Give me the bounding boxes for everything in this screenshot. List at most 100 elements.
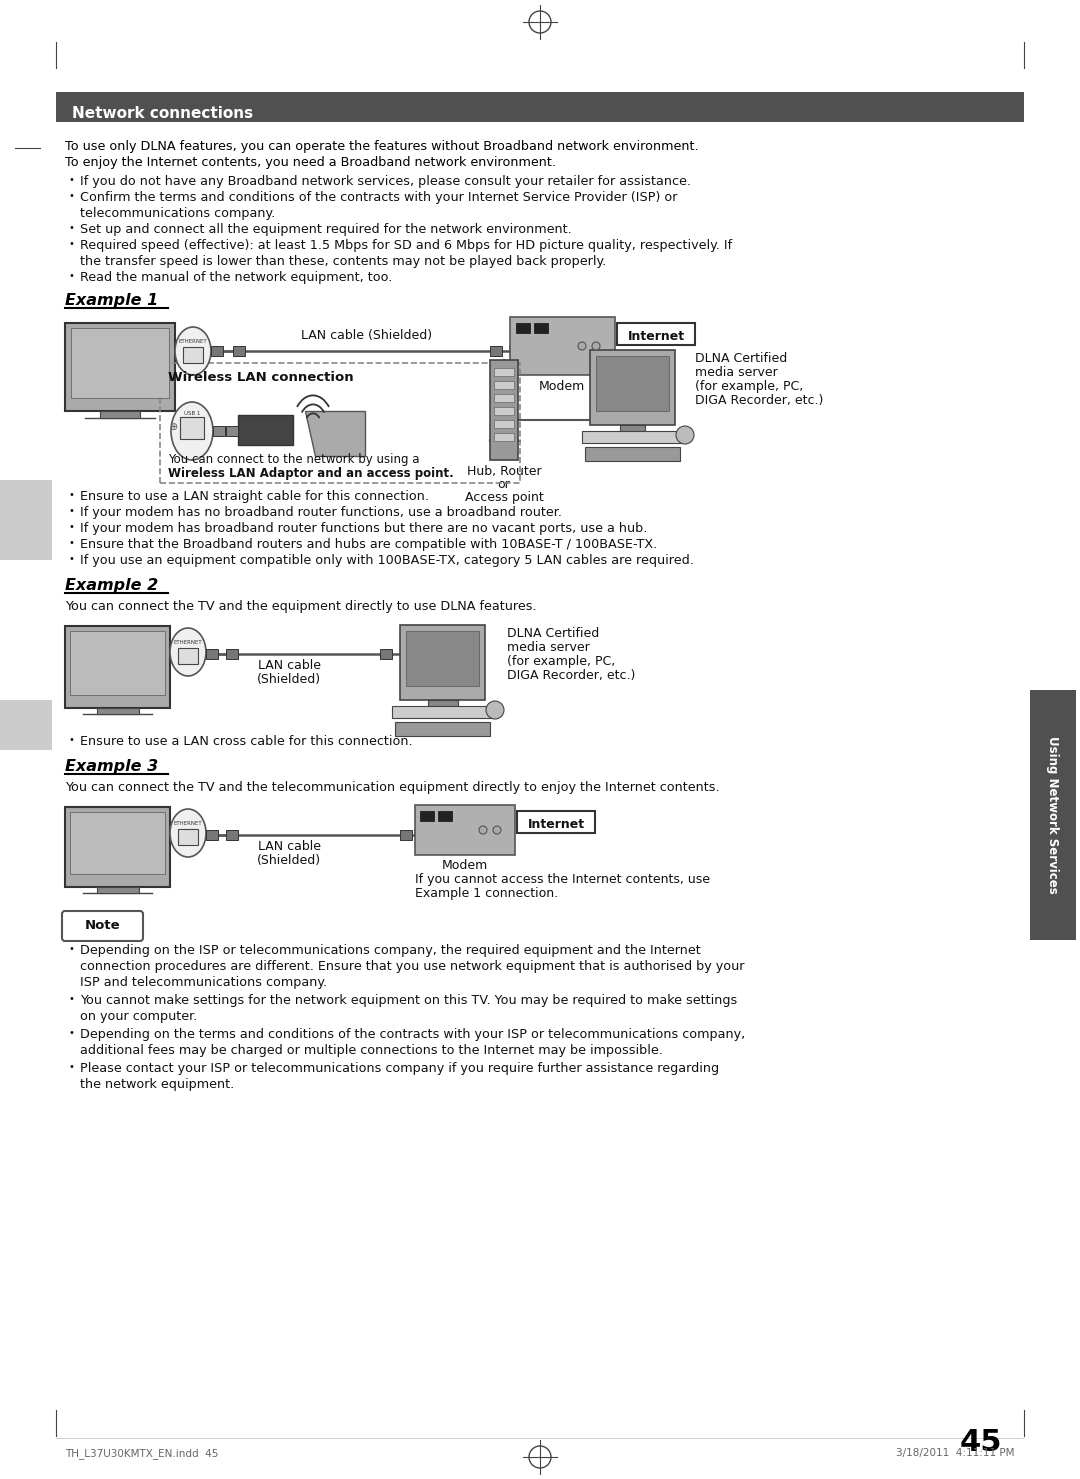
Text: If you use an equipment compatible only with 100BASE-TX, category 5 LAN cables a: If you use an equipment compatible only … [80, 555, 693, 566]
Text: •: • [68, 1062, 73, 1072]
FancyBboxPatch shape [517, 810, 595, 833]
Text: the transfer speed is lower than these, contents may not be played back properly: the transfer speed is lower than these, … [80, 254, 606, 268]
Text: (Shielded): (Shielded) [257, 853, 321, 867]
Text: Example 2: Example 2 [65, 578, 159, 593]
FancyBboxPatch shape [238, 416, 293, 445]
Text: Depending on the ISP or telecommunications company, the required equipment and t: Depending on the ISP or telecommunicatio… [80, 944, 701, 957]
Text: DIGA Recorder, etc.): DIGA Recorder, etc.) [507, 669, 635, 682]
Text: Read the manual of the network equipment, too.: Read the manual of the network equipment… [80, 271, 392, 284]
Text: on your computer.: on your computer. [80, 1010, 198, 1023]
Text: Example 1: Example 1 [65, 293, 159, 308]
FancyBboxPatch shape [510, 317, 615, 376]
Ellipse shape [170, 629, 206, 676]
Circle shape [492, 825, 501, 834]
FancyBboxPatch shape [70, 632, 165, 695]
Text: Wireless LAN connection: Wireless LAN connection [168, 371, 353, 385]
Text: Please contact your ISP or telecommunications company if you require further ass: Please contact your ISP or telecommunica… [80, 1062, 719, 1075]
Text: (for example, PC,: (for example, PC, [507, 655, 616, 669]
Text: Access point: Access point [464, 491, 543, 504]
Text: 45: 45 [959, 1429, 1002, 1457]
Text: Note: Note [85, 918, 121, 932]
Ellipse shape [170, 809, 206, 856]
FancyBboxPatch shape [183, 348, 203, 362]
Text: ETHERNET: ETHERNET [174, 821, 202, 825]
FancyBboxPatch shape [233, 346, 245, 356]
Text: LAN cable: LAN cable [257, 840, 321, 853]
Text: •: • [68, 944, 73, 954]
FancyBboxPatch shape [494, 368, 514, 376]
Text: •: • [68, 490, 73, 500]
Text: Ensure that the Broadband routers and hubs are compatible with 10BASE-T / 100BAS: Ensure that the Broadband routers and hu… [80, 538, 658, 552]
FancyBboxPatch shape [494, 433, 514, 441]
Text: 3/18/2011  4:11:11 PM: 3/18/2011 4:11:11 PM [896, 1448, 1015, 1458]
FancyBboxPatch shape [516, 322, 530, 333]
FancyBboxPatch shape [178, 648, 198, 664]
Text: USB 1: USB 1 [184, 411, 200, 416]
FancyBboxPatch shape [590, 351, 675, 424]
Text: Ensure to use a LAN straight cable for this connection.: Ensure to use a LAN straight cable for t… [80, 490, 429, 503]
FancyBboxPatch shape [494, 407, 514, 416]
Text: telecommunications company.: telecommunications company. [80, 207, 275, 220]
Text: ⊕: ⊕ [168, 422, 177, 432]
Text: •: • [68, 735, 73, 745]
FancyBboxPatch shape [428, 700, 458, 705]
Text: media server: media server [507, 640, 590, 654]
FancyBboxPatch shape [62, 911, 143, 941]
Text: DLNA Certified: DLNA Certified [507, 627, 599, 640]
Text: media server: media server [696, 365, 778, 379]
Text: •: • [68, 175, 73, 185]
Text: •: • [68, 1028, 73, 1038]
Text: Hub, Router: Hub, Router [467, 464, 541, 478]
Text: Set up and connect all the equipment required for the network environment.: Set up and connect all the equipment req… [80, 223, 571, 237]
Text: TH_L37U30KMTX_EN.indd  45: TH_L37U30KMTX_EN.indd 45 [65, 1448, 218, 1458]
Text: Confirm the terms and conditions of the contracts with your Internet Service Pro: Confirm the terms and conditions of the … [80, 191, 677, 204]
Text: Required speed (effective): at least 1.5 Mbps for SD and 6 Mbps for HD picture q: Required speed (effective): at least 1.5… [80, 240, 732, 251]
Text: •: • [68, 506, 73, 516]
FancyBboxPatch shape [100, 411, 140, 419]
Circle shape [578, 342, 586, 351]
FancyBboxPatch shape [596, 356, 669, 411]
Text: Internet: Internet [527, 818, 584, 831]
FancyBboxPatch shape [206, 649, 218, 660]
Text: •: • [68, 994, 73, 1004]
FancyBboxPatch shape [490, 359, 518, 460]
Text: •: • [68, 271, 73, 281]
Text: •: • [68, 191, 73, 201]
FancyBboxPatch shape [534, 322, 548, 333]
FancyBboxPatch shape [213, 426, 225, 436]
Text: Modem: Modem [539, 380, 585, 393]
Text: DLNA Certified: DLNA Certified [696, 352, 787, 365]
Text: To enjoy the Internet contents, you need a Broadband network environment.: To enjoy the Internet contents, you need… [65, 155, 556, 169]
Ellipse shape [175, 327, 211, 376]
Ellipse shape [171, 402, 213, 460]
FancyBboxPatch shape [65, 626, 170, 708]
Text: Network connections: Network connections [72, 105, 253, 120]
Polygon shape [305, 411, 365, 456]
Circle shape [592, 342, 600, 351]
Text: You can connect the TV and the equipment directly to use DLNA features.: You can connect the TV and the equipment… [65, 600, 537, 612]
FancyBboxPatch shape [56, 92, 1024, 121]
Circle shape [480, 825, 487, 834]
FancyBboxPatch shape [395, 722, 490, 737]
Text: Wireless LAN Adaptor and an access point.: Wireless LAN Adaptor and an access point… [168, 467, 454, 481]
Text: Example 3: Example 3 [65, 759, 159, 774]
Text: Internet: Internet [627, 330, 685, 343]
FancyBboxPatch shape [71, 328, 168, 398]
FancyBboxPatch shape [211, 346, 222, 356]
Text: or: or [498, 478, 511, 491]
FancyBboxPatch shape [380, 649, 392, 660]
FancyBboxPatch shape [65, 322, 175, 411]
Text: (Shielded): (Shielded) [257, 673, 321, 686]
FancyBboxPatch shape [494, 420, 514, 427]
Text: •: • [68, 240, 73, 248]
Text: You cannot make settings for the network equipment on this TV. You may be requir: You cannot make settings for the network… [80, 994, 738, 1007]
Text: If you cannot access the Internet contents, use: If you cannot access the Internet conten… [415, 873, 710, 886]
Text: To use only DLNA features, you can operate the features without Broadband networ: To use only DLNA features, you can opera… [65, 141, 699, 152]
Text: •: • [68, 522, 73, 532]
Text: •: • [68, 223, 73, 234]
FancyBboxPatch shape [617, 322, 696, 345]
Text: ISP and telecommunications company.: ISP and telecommunications company. [80, 976, 327, 989]
Text: Example 1 connection.: Example 1 connection. [415, 887, 558, 901]
FancyBboxPatch shape [494, 382, 514, 389]
FancyBboxPatch shape [1030, 691, 1076, 941]
